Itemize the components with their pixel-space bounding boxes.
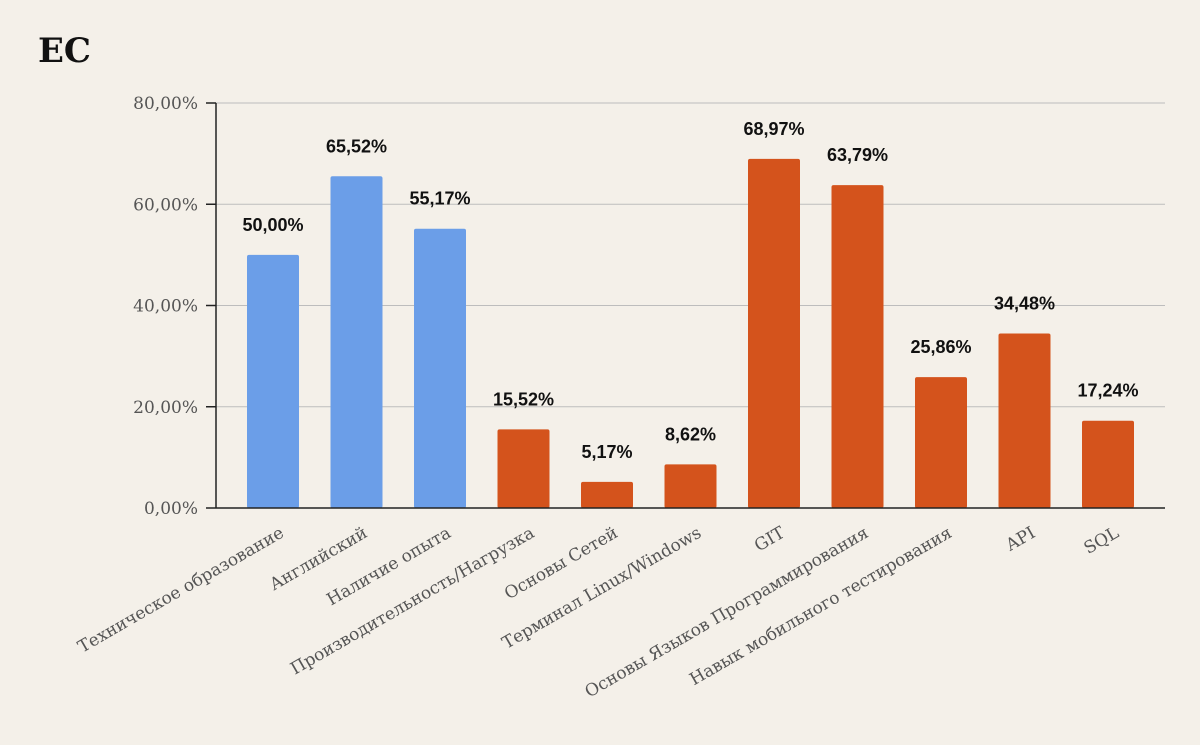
y-tick-label: 80,00% bbox=[133, 94, 198, 114]
data-label: 17,24% bbox=[1077, 381, 1138, 401]
bar bbox=[664, 464, 717, 508]
bar bbox=[915, 377, 967, 508]
data-label: 34,48% bbox=[994, 293, 1055, 313]
bar bbox=[247, 254, 299, 508]
data-label: 63,79% bbox=[827, 145, 888, 165]
data-label: 8,62% bbox=[665, 424, 716, 444]
bar bbox=[1082, 420, 1134, 508]
x-tick-label: SQL bbox=[1081, 523, 1123, 559]
chart-title: ЕС bbox=[38, 31, 91, 71]
x-axis-ticks: Техническое образованиеАнглийскийНаличие… bbox=[75, 523, 1123, 703]
bar bbox=[581, 481, 633, 508]
x-tick-label: API bbox=[1002, 523, 1039, 556]
bar bbox=[998, 333, 1051, 508]
bar bbox=[497, 429, 550, 508]
y-tick-label: 20,00% bbox=[133, 398, 198, 418]
bars bbox=[247, 158, 1134, 509]
bar bbox=[831, 185, 884, 509]
data-label: 65,52% bbox=[326, 136, 387, 156]
data-label: 15,52% bbox=[493, 389, 554, 409]
bar bbox=[748, 158, 800, 509]
data-label: 68,97% bbox=[743, 119, 804, 139]
y-axis-ticks: 0,00% 20,00% 40,00% 60,00% 80,00% bbox=[133, 94, 216, 519]
data-labels: 50,00% 65,52% 55,17% 15,52% 5,17% 8,62% 68,97%… bbox=[242, 119, 1138, 462]
x-tick-label: Техническое образование bbox=[75, 523, 288, 657]
y-tick-label: 40,00% bbox=[133, 297, 198, 317]
data-label: 55,17% bbox=[409, 189, 470, 209]
data-label: 50,00% bbox=[242, 215, 303, 235]
y-tick-label: 60,00% bbox=[133, 195, 198, 215]
y-tick-label: 0,00% bbox=[144, 499, 198, 519]
x-tick-label: GIT bbox=[751, 523, 789, 556]
data-label: 25,86% bbox=[910, 337, 971, 357]
data-label: 5,17% bbox=[581, 442, 632, 462]
bar bbox=[330, 176, 383, 508]
bar bbox=[414, 228, 466, 508]
